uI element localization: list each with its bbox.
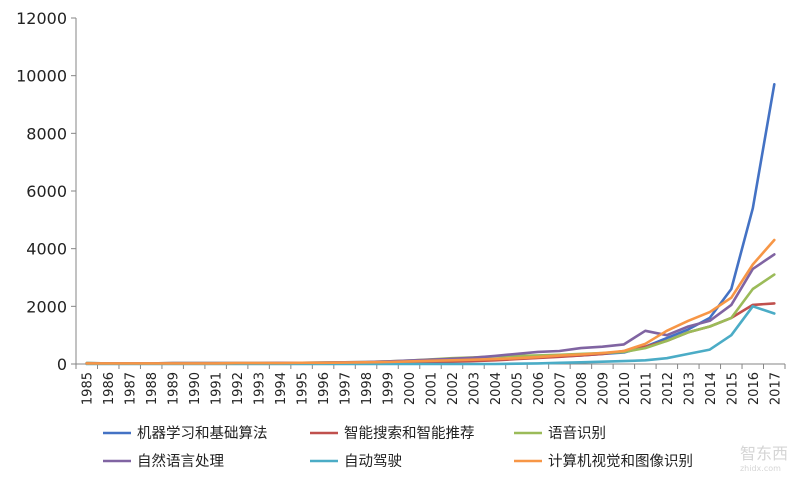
x-tick-label: 1994 bbox=[274, 372, 289, 405]
y-tick-label: 0 bbox=[57, 355, 67, 374]
x-tick-label: 1992 bbox=[231, 372, 246, 405]
x-tick-label: 2008 bbox=[575, 372, 590, 405]
x-tick-label: 1988 bbox=[145, 372, 160, 405]
x-tick-label: 1989 bbox=[167, 372, 182, 405]
watermark-logo: 智东西 zhidx.com bbox=[740, 440, 788, 473]
legend-label-3: 语音识别 bbox=[548, 425, 606, 442]
watermark-logo-text: 智东西 bbox=[739, 444, 788, 463]
y-tick-labels: 0 2000 4000 6000 8000 10000 12000 bbox=[16, 9, 67, 374]
legend-label-1: 机器学习和基础算法 bbox=[137, 425, 268, 442]
legend-label-4: 自然语言处理 bbox=[137, 453, 224, 470]
x-tick-label: 1986 bbox=[102, 372, 117, 405]
y-tick-label: 6000 bbox=[26, 182, 67, 201]
legend-label-5: 自动驾驶 bbox=[344, 453, 402, 470]
legend-label-2: 智能搜索和智能推荐 bbox=[344, 425, 475, 442]
series-line-4 bbox=[85, 253, 776, 365]
x-tick-label: 2017 bbox=[768, 372, 783, 405]
x-tick-label: 1993 bbox=[253, 372, 268, 405]
y-tick-label: 12000 bbox=[16, 9, 67, 28]
x-tick-label: 2002 bbox=[446, 372, 461, 405]
x-tick-label: 2006 bbox=[532, 372, 547, 405]
legend-label-6: 计算机视觉和图像识别 bbox=[548, 453, 693, 470]
x-tick-label: 2010 bbox=[618, 372, 633, 405]
x-tick-label: 2011 bbox=[639, 372, 654, 405]
x-tick-label: 1996 bbox=[317, 372, 332, 405]
x-tick-label: 2015 bbox=[725, 372, 740, 405]
x-tick-label: 1997 bbox=[339, 372, 354, 405]
y-tick-label: 8000 bbox=[26, 124, 67, 143]
x-tick-label: 2004 bbox=[489, 372, 504, 405]
x-tick-label: 1999 bbox=[382, 372, 397, 405]
watermark-sub-text: zhidx.com bbox=[739, 464, 781, 473]
x-tick-label: 2005 bbox=[510, 372, 525, 405]
series-line-3 bbox=[85, 273, 776, 365]
x-tick-label: 1987 bbox=[124, 372, 139, 405]
x-tick-label: 2007 bbox=[553, 372, 568, 405]
x-tick-label: 2001 bbox=[425, 372, 440, 405]
x-tick-label: 1995 bbox=[296, 372, 311, 405]
y-tick-label: 10000 bbox=[16, 67, 67, 86]
x-tick-label: 2013 bbox=[682, 372, 697, 405]
x-tick-label: 1998 bbox=[360, 372, 375, 405]
y-tick-label: 4000 bbox=[26, 240, 67, 259]
y-tick-label: 2000 bbox=[26, 297, 67, 316]
x-tick-labels: 1985 1986 1987 1988 1989 1990 1991 1992 1993 1994… bbox=[81, 372, 784, 405]
x-tick-label: 2016 bbox=[747, 372, 762, 405]
series-line-1 bbox=[85, 83, 776, 366]
series-lines bbox=[85, 83, 776, 366]
axes bbox=[71, 17, 786, 369]
x-tick-label: 1985 bbox=[81, 372, 96, 405]
x-tick-label: 2000 bbox=[403, 372, 418, 405]
x-tick-label: 1990 bbox=[188, 372, 203, 405]
x-tick-label: 2014 bbox=[704, 372, 719, 405]
x-tick-label: 1991 bbox=[210, 372, 225, 405]
x-tick-label: 2009 bbox=[596, 372, 611, 405]
series-line-6 bbox=[85, 238, 776, 365]
x-tick-label: 2003 bbox=[467, 372, 482, 405]
x-tick-label: 2012 bbox=[661, 372, 676, 405]
